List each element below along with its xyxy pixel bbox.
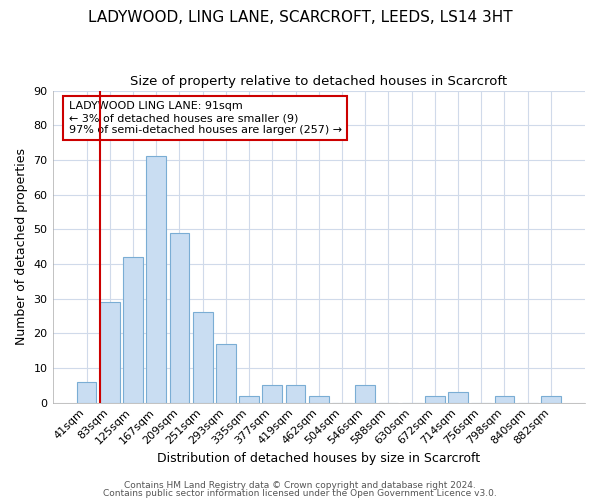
- Bar: [286, 386, 305, 402]
- Bar: [425, 396, 445, 402]
- Text: Contains HM Land Registry data © Crown copyright and database right 2024.: Contains HM Land Registry data © Crown c…: [124, 481, 476, 490]
- Bar: [239, 396, 259, 402]
- Y-axis label: Number of detached properties: Number of detached properties: [15, 148, 28, 345]
- Bar: [355, 386, 375, 402]
- Bar: [309, 396, 329, 402]
- Bar: [448, 392, 468, 402]
- Text: LADYWOOD LING LANE: 91sqm
← 3% of detached houses are smaller (9)
97% of semi-de: LADYWOOD LING LANE: 91sqm ← 3% of detach…: [68, 102, 341, 134]
- Text: LADYWOOD, LING LANE, SCARCROFT, LEEDS, LS14 3HT: LADYWOOD, LING LANE, SCARCROFT, LEEDS, L…: [88, 10, 512, 25]
- Bar: [146, 156, 166, 402]
- Bar: [494, 396, 514, 402]
- Title: Size of property relative to detached houses in Scarcroft: Size of property relative to detached ho…: [130, 75, 508, 88]
- Bar: [541, 396, 561, 402]
- Bar: [123, 257, 143, 402]
- Bar: [77, 382, 97, 402]
- Bar: [216, 344, 236, 402]
- Bar: [262, 386, 282, 402]
- Bar: [193, 312, 212, 402]
- Bar: [170, 232, 190, 402]
- X-axis label: Distribution of detached houses by size in Scarcroft: Distribution of detached houses by size …: [157, 452, 481, 465]
- Text: Contains public sector information licensed under the Open Government Licence v3: Contains public sector information licen…: [103, 488, 497, 498]
- Bar: [100, 302, 119, 402]
